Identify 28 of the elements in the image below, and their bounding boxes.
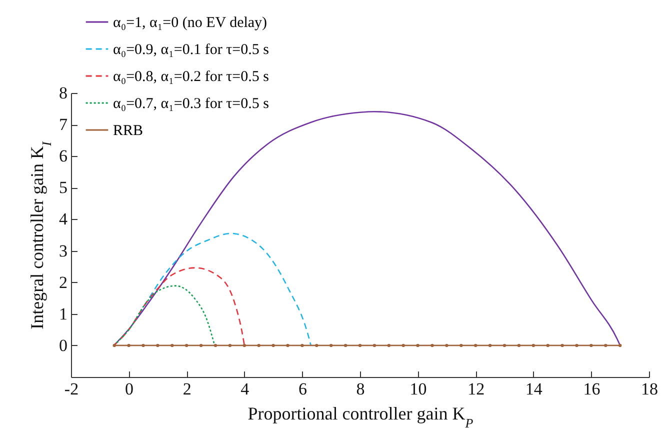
x-tick-label: 16 [583, 380, 600, 398]
x-tick-label: 6 [298, 380, 307, 398]
x-tick-label: 12 [468, 380, 485, 398]
x-tick-label: 10 [410, 380, 427, 398]
y-tick-label: 5 [59, 178, 68, 198]
legend-label: α₀=1, α₁=0 (no EV delay) [113, 15, 268, 31]
x-tick-label: 8 [356, 380, 365, 398]
x-tick-label: 0 [125, 380, 134, 398]
y-tick-label: 6 [59, 146, 68, 166]
y-tick-label: 2 [59, 272, 68, 292]
legend-label: RRB [113, 123, 144, 139]
y-tick-label: 1 [59, 304, 68, 324]
x-tick-label: 18 [641, 380, 658, 398]
x-tick-label: -2 [64, 380, 79, 398]
legend-label: α₀=0.7, α₁=0.3 for τ=0.5 s [113, 96, 270, 112]
y-tick-label: 4 [59, 210, 68, 229]
y-tick-label: 3 [59, 241, 68, 260]
legend-label: α₀=0.8, α₁=0.2 for τ=0.5 s [113, 69, 270, 85]
x-tick-label: 14 [525, 380, 543, 398]
legend-label: α₀=0.9, α₁=0.1 for τ=0.5 s [113, 42, 270, 58]
y-tick-label: 0 [59, 336, 68, 355]
line-series [113, 285, 216, 346]
x-axis-title: Proportional controller gain K$_{P}$ [248, 404, 474, 430]
x-tick-label: 4 [240, 380, 250, 398]
y-tick-label: 7 [59, 115, 68, 134]
line-series [113, 267, 246, 346]
y-tick-label: 8 [59, 84, 68, 102]
x-tick-label: 2 [182, 380, 192, 398]
